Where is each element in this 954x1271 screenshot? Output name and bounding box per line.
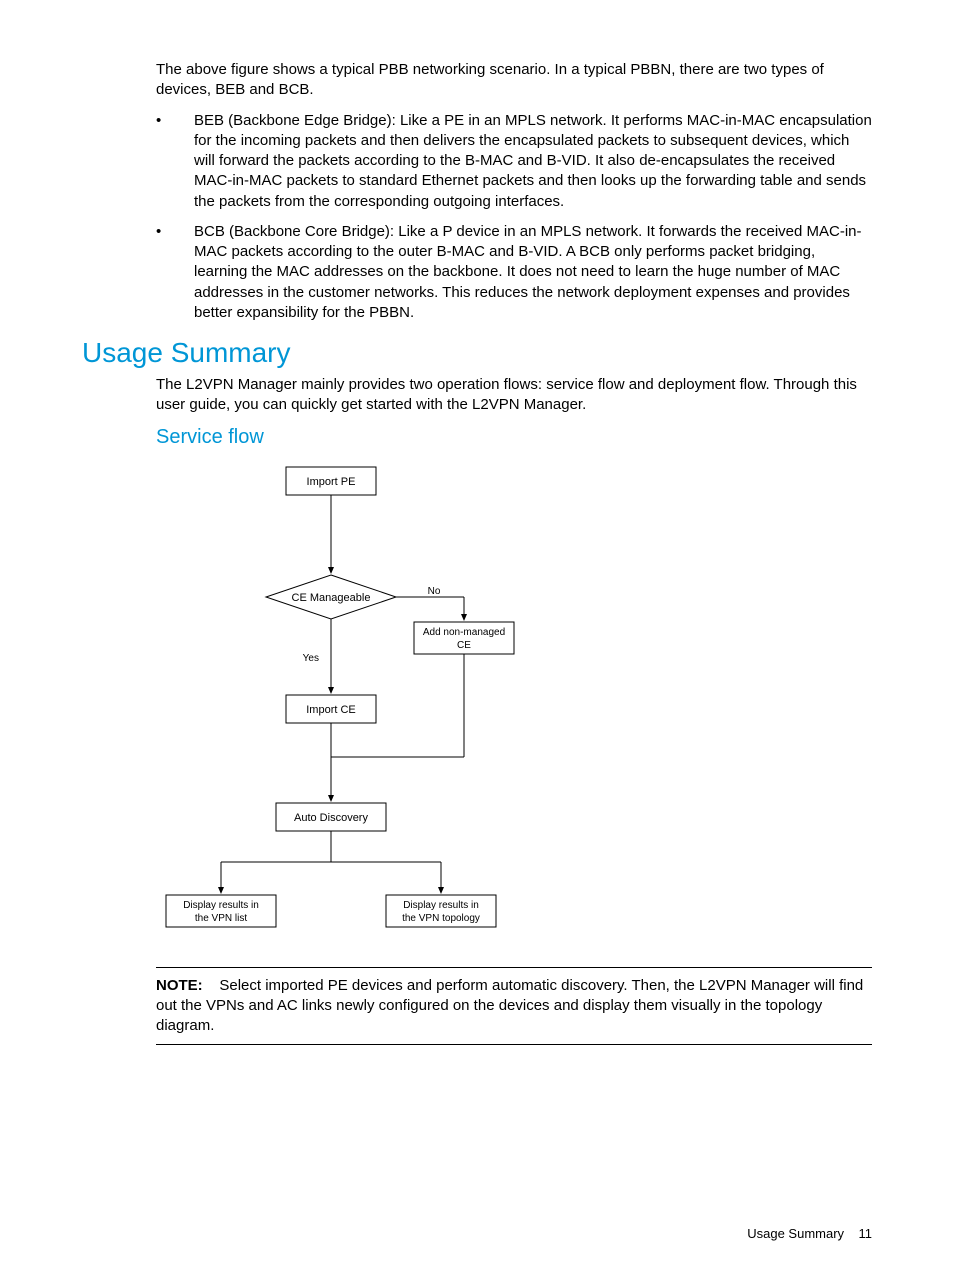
usage-summary-heading: Usage Summary bbox=[82, 337, 872, 369]
node-disp-list-line2: the VPN list bbox=[195, 913, 247, 924]
node-auto-discovery: Auto Discovery bbox=[294, 812, 368, 824]
node-import-ce: Import CE bbox=[306, 704, 356, 716]
footer-section: Usage Summary bbox=[747, 1226, 844, 1241]
note-text: Select imported PE devices and perform a… bbox=[156, 977, 863, 1035]
page-footer: Usage Summary 11 bbox=[747, 1226, 872, 1241]
service-flow-chart: Import PE CE Manageable No Add non-manag… bbox=[156, 457, 872, 947]
service-flow-heading: Service flow bbox=[156, 426, 872, 449]
edge-label-yes: Yes bbox=[303, 653, 319, 664]
edge-label-no: No bbox=[428, 586, 441, 597]
node-disp-list-line1: Display results in bbox=[183, 900, 259, 911]
node-disp-topo-line2: the VPN topology bbox=[402, 913, 480, 924]
note-label: NOTE: bbox=[156, 977, 203, 994]
note-box: NOTE: Select imported PE devices and per… bbox=[156, 967, 872, 1046]
node-import-pe: Import PE bbox=[307, 476, 356, 488]
device-types-list: BEB (Backbone Edge Bridge): Like a PE in… bbox=[82, 111, 872, 324]
usage-paragraph: The L2VPN Manager mainly provides two op… bbox=[156, 375, 872, 416]
intro-paragraph: The above figure shows a typical PBB net… bbox=[156, 60, 872, 101]
node-disp-topo-line1: Display results in bbox=[403, 900, 479, 911]
footer-page-number: 11 bbox=[859, 1226, 873, 1241]
bullet-bcb: BCB (Backbone Core Bridge): Like a P dev… bbox=[156, 222, 872, 323]
node-add-non-line1: Add non-managed bbox=[423, 627, 505, 638]
node-ce-manageable: CE Manageable bbox=[292, 592, 371, 604]
node-add-non-line2: CE bbox=[457, 640, 471, 651]
bullet-beb: BEB (Backbone Edge Bridge): Like a PE in… bbox=[156, 111, 872, 212]
